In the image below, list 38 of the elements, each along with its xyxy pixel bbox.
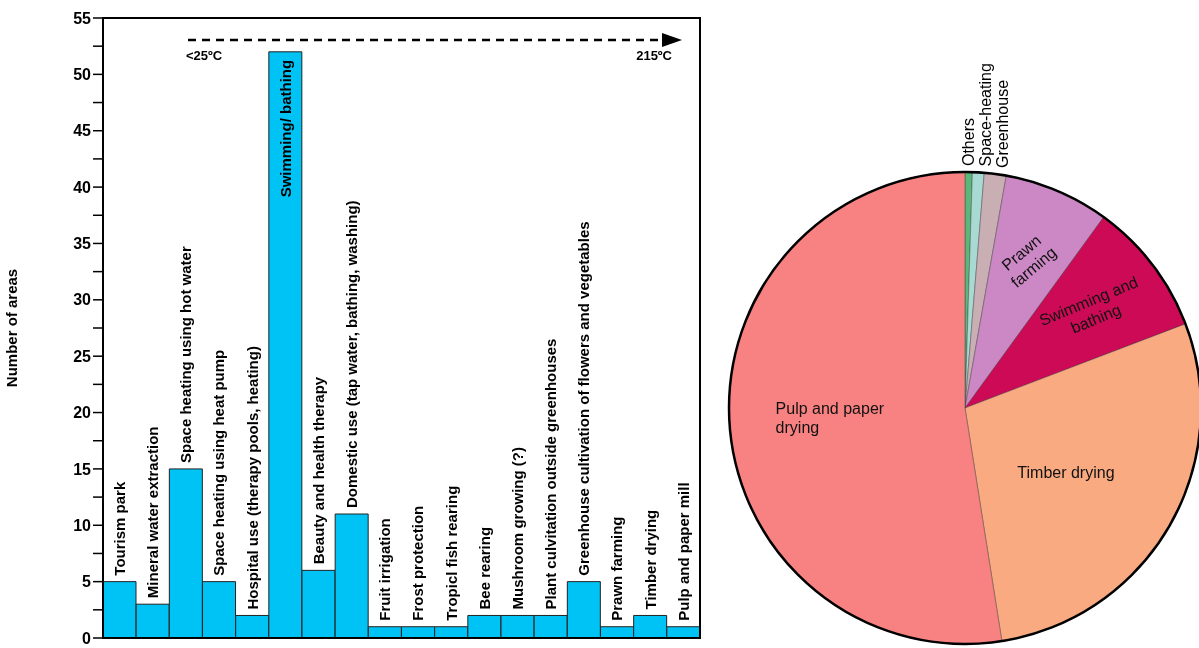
category-label: Mushroom growing (?) <box>509 446 526 610</box>
y-tick-label: 5 <box>82 573 92 591</box>
y-tick-label: 55 <box>73 9 92 27</box>
y-tick-label: 30 <box>73 291 92 309</box>
category-label: Space heating using hot water <box>177 246 195 463</box>
category-label: Mineral water extraction <box>144 426 162 599</box>
category-label: Timber drying <box>641 509 659 610</box>
category-label: Tropicl fish rearing <box>442 485 460 621</box>
y-tick-label: 10 <box>73 516 92 534</box>
category-label: Frost protection <box>409 505 427 621</box>
y-tick-label: 45 <box>73 122 92 140</box>
category-label: Plant culvitation outside greenhouses <box>542 338 560 610</box>
category-label: Beauty and health therapy <box>310 376 327 565</box>
slice-label: Space-heating <box>976 63 994 167</box>
category-label: Hospital use (therapy pools, heating) <box>243 346 261 610</box>
slice-label: Greenhouse <box>993 79 1011 168</box>
y-tick-label: 0 <box>82 629 92 647</box>
y-tick-label: 15 <box>73 460 92 478</box>
category-label: Domestic use (tap water, bathing, washing) <box>343 200 361 508</box>
category-label: Space heating using heat pump <box>210 349 228 576</box>
category-label: Greenhouse cultivation of flowers and vegetables <box>575 221 593 576</box>
y-tick-label: 40 <box>73 178 92 196</box>
y-tick-label: 20 <box>73 404 92 422</box>
y-tick-label: 25 <box>73 347 92 365</box>
slice-label: Others <box>959 118 977 167</box>
y-axis-title: Number of areas <box>3 268 21 388</box>
annotation: <25ºC <box>186 48 223 63</box>
slice-label: Pulp and paper drying <box>775 399 885 436</box>
category-label: Bee rearing <box>475 526 493 610</box>
category-label: Prawn farming <box>608 516 626 621</box>
category-label: Pulp and paper mill <box>674 482 692 621</box>
category-label: Tourism park <box>111 481 128 576</box>
category-label: Swimming/ bathing <box>276 59 294 198</box>
y-tick-label: 35 <box>73 235 92 253</box>
y-tick-label: 50 <box>73 66 92 84</box>
slice-label: Timber drying <box>1017 464 1115 482</box>
annotation: 215ºC <box>636 48 673 63</box>
category-label: Fruit irrigation <box>376 518 394 621</box>
